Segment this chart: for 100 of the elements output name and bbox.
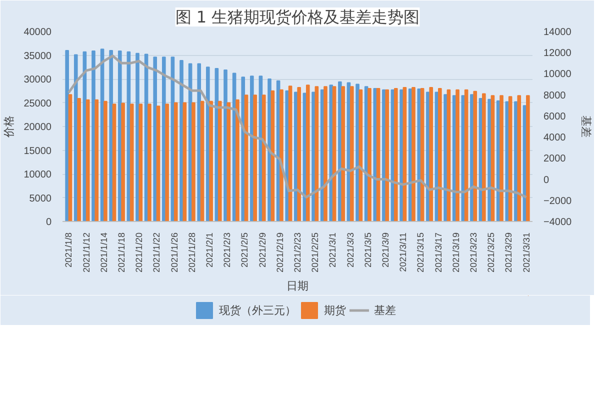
x-tick-label: 2021/2/1 — [204, 232, 214, 268]
y-tick-label: 15000 — [24, 146, 52, 157]
bar — [77, 98, 81, 222]
x-tick-label: 2021/1/14 — [98, 232, 109, 273]
x-tick-label: 2021/3/31 — [521, 232, 532, 273]
legend-label: 基差 — [374, 304, 396, 318]
bar — [461, 95, 466, 222]
bar — [412, 87, 416, 222]
bar — [394, 88, 398, 222]
bar — [253, 94, 257, 222]
x-tick-label: 2021/1/18 — [116, 232, 126, 273]
bar — [218, 100, 222, 222]
bar — [400, 89, 404, 222]
x-tick-label: 2021/3/11 — [398, 232, 408, 272]
bar — [376, 88, 380, 222]
bar — [165, 104, 169, 222]
bar — [446, 89, 451, 222]
bar — [130, 104, 134, 222]
chart-title: 图 1 生猪期现货价格及基差走势图 — [175, 8, 420, 26]
x-tick-label: 2021/2/5 — [240, 232, 250, 268]
bar — [297, 87, 301, 222]
bar — [280, 89, 284, 222]
bar — [148, 104, 152, 222]
bar — [262, 94, 266, 222]
bar — [65, 50, 69, 222]
y-tick-label: 5000 — [29, 193, 52, 204]
bar — [192, 102, 196, 222]
x-tick-label: 2021/3/1 — [328, 232, 338, 268]
x-tick-label: 2021/1/26 — [169, 232, 180, 273]
bar — [402, 87, 407, 222]
bar — [488, 98, 492, 222]
y2-tick-label: 2000 — [544, 154, 566, 165]
bar — [373, 88, 378, 222]
bar — [456, 89, 460, 222]
x-tick-label: 2021/2/3 — [222, 232, 232, 268]
bar — [104, 100, 108, 222]
x-tick-label: 2021/3/15 — [416, 232, 426, 273]
bar — [156, 106, 160, 222]
x-tick-label: 2021/2/9 — [257, 232, 268, 268]
y-tick-label: 35000 — [24, 50, 52, 62]
bar — [356, 84, 360, 222]
x-tick-label: 2021/3/17 — [433, 232, 444, 273]
bar — [224, 69, 228, 222]
bar — [385, 89, 390, 222]
bar — [197, 63, 202, 222]
y2-tick-label: −2000 — [544, 196, 572, 207]
bar — [417, 88, 422, 222]
x-tick-label: 2021/2/19 — [274, 232, 285, 273]
bar — [368, 88, 372, 222]
x-tick-label: 2021/3/29 — [504, 232, 514, 273]
bar — [341, 86, 345, 222]
bar — [121, 102, 125, 222]
y2-tick-label: 4000 — [544, 132, 566, 144]
bar — [109, 50, 113, 222]
bar — [153, 56, 157, 222]
y-axis-title: 价格 — [4, 116, 16, 138]
bar — [209, 100, 213, 222]
bar — [180, 60, 184, 222]
y-tick-label: 25000 — [24, 98, 52, 110]
legend-label: 期货 — [324, 304, 346, 318]
x-tick-label: 2021/3/25 — [486, 232, 496, 273]
y2-tick-label: 8000 — [544, 90, 566, 102]
y-tick-label: 30000 — [24, 74, 52, 86]
x-tick-label: 2021/1/28 — [186, 232, 197, 273]
x-tick-label: 2021/1/20 — [134, 232, 144, 273]
bar — [174, 102, 178, 222]
bar — [490, 95, 495, 222]
bar — [306, 84, 310, 222]
y-tick-label: 0 — [46, 217, 52, 228]
x-axis-title: 日期 — [286, 280, 308, 293]
bar — [324, 86, 328, 222]
line-series — [67, 54, 528, 198]
legend-label: 现货（外三元） — [219, 304, 296, 318]
y2-tick-label: −4000 — [544, 217, 572, 228]
x-tick-label: 2021/3/5 — [362, 232, 373, 268]
y2-tick-label: 10000 — [544, 69, 572, 80]
bar — [500, 95, 504, 222]
x-tick-label: 2021/3/9 — [380, 232, 391, 268]
y2-tick-label: 6000 — [544, 111, 566, 122]
bar — [429, 87, 434, 222]
x-tick-label: 2021/3/3 — [345, 232, 356, 268]
y2-tick-label: 0 — [544, 174, 550, 186]
bar — [86, 99, 90, 222]
y2-axis-title: 基差 — [580, 116, 593, 138]
bar — [236, 99, 240, 222]
y-tick-label: 10000 — [24, 170, 52, 180]
bar — [473, 90, 478, 222]
bar — [508, 96, 512, 222]
bar — [482, 93, 486, 222]
y2-tick-label: 12000 — [544, 48, 572, 60]
x-tick-label: 2021/1/22 — [152, 232, 162, 273]
bar — [182, 102, 187, 222]
x-tick-label: 2021/1/8 — [64, 232, 74, 268]
bar — [68, 94, 72, 222]
y-tick-label: 20000 — [24, 122, 52, 133]
bar — [464, 89, 468, 222]
x-tick-label: 2021/2/23 — [292, 232, 302, 273]
bar — [112, 104, 116, 222]
x-tick-label: 2021/3/23 — [468, 232, 479, 273]
bar — [444, 94, 448, 222]
